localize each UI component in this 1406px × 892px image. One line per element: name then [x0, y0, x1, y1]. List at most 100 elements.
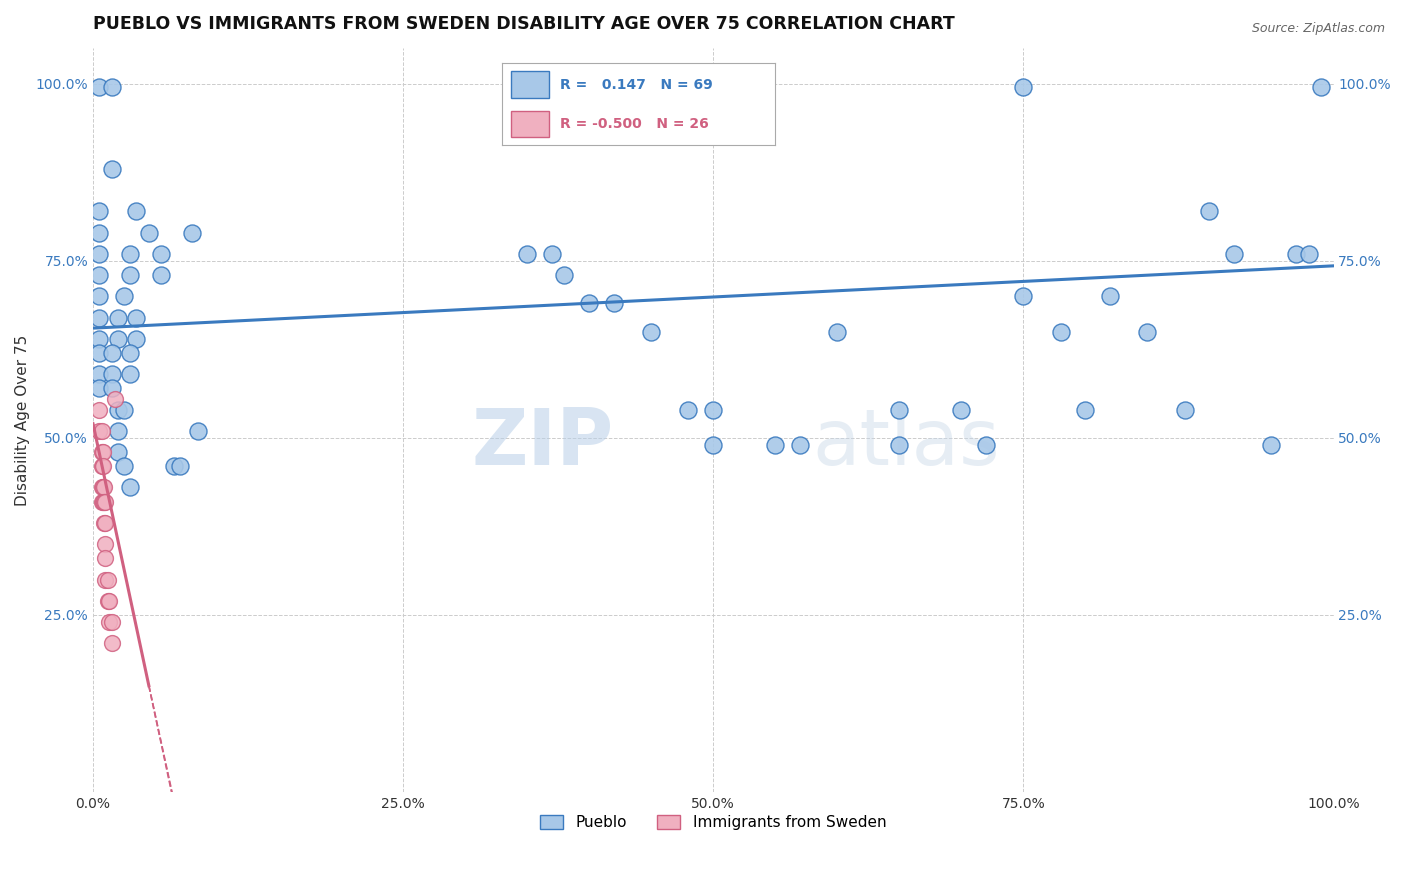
Point — [100, 161, 122, 176]
Point — [89, 367, 111, 381]
Point — [1285, 247, 1308, 261]
Point — [150, 268, 173, 282]
Point — [90, 445, 112, 459]
Point — [1198, 204, 1220, 219]
Point — [950, 402, 973, 417]
Point — [90, 459, 112, 474]
Point — [89, 289, 111, 303]
Point — [107, 332, 129, 346]
Point — [181, 226, 204, 240]
Point — [90, 480, 112, 494]
Point — [553, 268, 575, 282]
Point — [93, 516, 115, 530]
Point — [974, 438, 997, 452]
Point — [89, 381, 111, 395]
Point — [93, 480, 115, 494]
Point — [1049, 325, 1071, 339]
Point — [702, 438, 724, 452]
Point — [89, 310, 111, 325]
Point — [889, 438, 911, 452]
Point — [120, 367, 142, 381]
Point — [97, 594, 120, 608]
Point — [107, 424, 129, 438]
Point — [125, 204, 148, 219]
Point — [138, 226, 160, 240]
Text: ZIP: ZIP — [472, 404, 614, 481]
Point — [91, 494, 114, 508]
Point — [169, 459, 191, 474]
Point — [1099, 289, 1122, 303]
Point — [541, 247, 564, 261]
Point — [97, 573, 120, 587]
Point — [89, 247, 111, 261]
Point — [702, 402, 724, 417]
Point — [120, 480, 142, 494]
Point — [89, 424, 111, 438]
Point — [578, 296, 600, 310]
Point — [91, 445, 114, 459]
Point — [89, 402, 111, 417]
Y-axis label: Disability Age Over 75: Disability Age Over 75 — [15, 334, 30, 506]
Point — [150, 247, 173, 261]
Point — [125, 332, 148, 346]
Point — [107, 310, 129, 325]
Point — [89, 268, 111, 282]
Text: Source: ZipAtlas.com: Source: ZipAtlas.com — [1251, 22, 1385, 36]
Point — [889, 402, 911, 417]
Point — [827, 325, 849, 339]
Point — [90, 494, 112, 508]
Point — [1260, 438, 1282, 452]
Point — [94, 494, 117, 508]
Text: atlas: atlas — [813, 404, 1000, 481]
Point — [1012, 80, 1035, 95]
Point — [89, 80, 111, 95]
Point — [100, 636, 122, 650]
Point — [678, 402, 700, 417]
Point — [112, 459, 135, 474]
Point — [107, 402, 129, 417]
Point — [1012, 289, 1035, 303]
Point — [763, 438, 786, 452]
Point — [1136, 325, 1159, 339]
Point — [91, 459, 114, 474]
Point — [91, 480, 114, 494]
Legend: Pueblo, Immigrants from Sweden: Pueblo, Immigrants from Sweden — [534, 809, 893, 837]
Point — [98, 615, 121, 629]
Point — [89, 226, 111, 240]
Point — [1074, 402, 1097, 417]
Point — [603, 296, 626, 310]
Point — [94, 537, 117, 551]
Point — [125, 310, 148, 325]
Point — [94, 516, 117, 530]
Point — [107, 445, 129, 459]
Point — [98, 594, 121, 608]
Point — [163, 459, 186, 474]
Point — [100, 615, 122, 629]
Point — [89, 346, 111, 360]
Point — [100, 346, 122, 360]
Point — [516, 247, 538, 261]
Point — [112, 402, 135, 417]
Point — [1174, 402, 1197, 417]
Point — [94, 551, 117, 566]
Text: PUEBLO VS IMMIGRANTS FROM SWEDEN DISABILITY AGE OVER 75 CORRELATION CHART: PUEBLO VS IMMIGRANTS FROM SWEDEN DISABIL… — [93, 15, 955, 33]
Point — [1310, 80, 1333, 95]
Point — [89, 332, 111, 346]
Point — [104, 392, 127, 406]
Point — [789, 438, 811, 452]
Point — [90, 424, 112, 438]
Point — [1298, 247, 1320, 261]
Point — [120, 346, 142, 360]
Point — [100, 80, 122, 95]
Point — [1223, 247, 1246, 261]
Point — [89, 204, 111, 219]
Point — [100, 381, 122, 395]
Point — [112, 289, 135, 303]
Point — [120, 247, 142, 261]
Point — [100, 367, 122, 381]
Point — [640, 325, 662, 339]
Point — [94, 573, 117, 587]
Point — [120, 268, 142, 282]
Point — [187, 424, 209, 438]
Point — [93, 494, 115, 508]
